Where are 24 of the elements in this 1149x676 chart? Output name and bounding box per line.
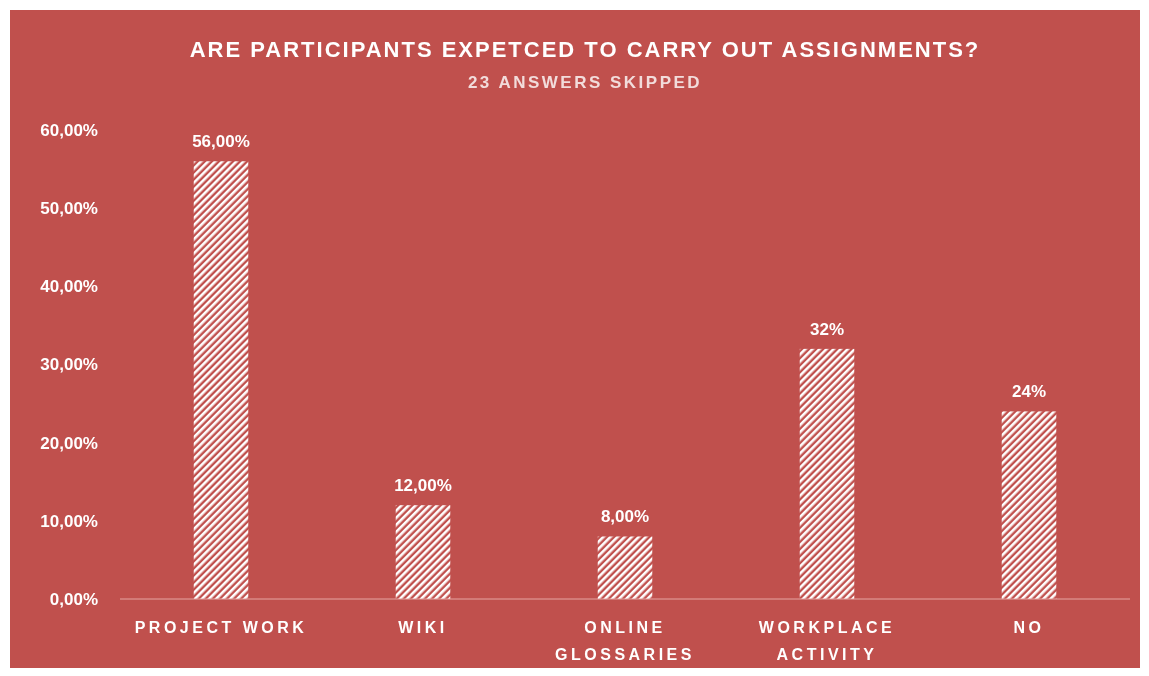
bar	[597, 536, 653, 599]
y-tick-label: 10,00%	[40, 511, 98, 531]
y-tick-label: 60,00%	[40, 120, 98, 140]
y-tick-label: 20,00%	[40, 433, 98, 453]
bar	[395, 505, 451, 599]
data-label: 24%	[1011, 382, 1047, 402]
chart-subtitle: 23 ANSWERS SKIPPED	[467, 73, 703, 92]
bar	[1001, 411, 1057, 599]
y-tick-label: 30,00%	[40, 355, 98, 375]
chart-title: ARE PARTICIPANTS EXPETCED TO CARRY OUT ASSIGNMENTS?	[189, 37, 981, 62]
x-tick-label: PROJECT WORK	[134, 619, 308, 636]
data-label: 12,00%	[394, 476, 452, 496]
bar	[799, 348, 855, 599]
y-tick-label: 40,00%	[40, 277, 98, 297]
data-label: 56,00%	[192, 132, 250, 152]
data-label: 32%	[809, 319, 845, 339]
y-tick-label: 50,00%	[40, 199, 98, 219]
y-tick-label: 0,00%	[49, 589, 98, 609]
bar	[193, 161, 249, 599]
data-label: 8,00%	[600, 507, 650, 527]
x-tick-label: NO	[1013, 619, 1045, 636]
x-tick-label: ONLINE GLOSSARIES	[555, 619, 695, 663]
x-tick-label: WORKPLACE ACTIVITY	[758, 619, 896, 663]
x-tick-label: WIKI	[398, 619, 448, 636]
